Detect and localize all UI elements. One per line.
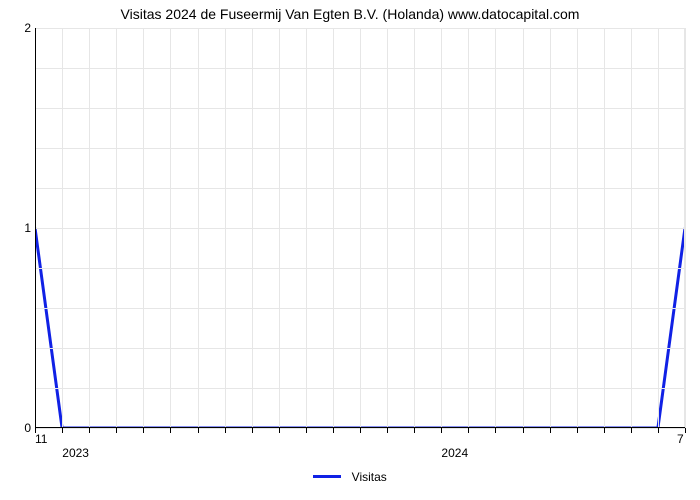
gridline-v bbox=[495, 28, 496, 428]
x-tick-mark bbox=[360, 428, 361, 433]
y-axis bbox=[35, 28, 36, 428]
gridline-v bbox=[170, 28, 171, 428]
gridline-v bbox=[198, 28, 199, 428]
x-tick-mark bbox=[685, 428, 686, 433]
gridline-v bbox=[523, 28, 524, 428]
gridline-v bbox=[62, 28, 63, 428]
x-tick-mark bbox=[577, 428, 578, 433]
x-tick-mark bbox=[658, 428, 659, 433]
gridline-v bbox=[387, 28, 388, 428]
x-tick-mark bbox=[116, 428, 117, 433]
x-corner-right: 7 bbox=[677, 432, 684, 446]
gridline-v bbox=[468, 28, 469, 428]
plot-border-top bbox=[35, 28, 685, 29]
gridline-v bbox=[685, 28, 686, 428]
gridline-v bbox=[116, 28, 117, 428]
plot-area bbox=[35, 28, 685, 428]
x-tick-mark bbox=[631, 428, 632, 433]
x-tick-mark bbox=[523, 428, 524, 433]
x-tick-label: 2023 bbox=[62, 446, 89, 460]
x-tick-mark bbox=[279, 428, 280, 433]
x-tick-mark bbox=[387, 428, 388, 433]
y-tick-label: 0 bbox=[11, 421, 31, 435]
gridline-v bbox=[441, 28, 442, 428]
gridline-v bbox=[658, 28, 659, 428]
x-tick-label: 2024 bbox=[441, 446, 468, 460]
gridline-v bbox=[604, 28, 605, 428]
legend: Visitas bbox=[0, 468, 700, 486]
legend-label: Visitas bbox=[352, 470, 387, 484]
gridline-v bbox=[279, 28, 280, 428]
x-tick-mark bbox=[198, 428, 199, 433]
x-tick-mark bbox=[252, 428, 253, 433]
gridline-v bbox=[225, 28, 226, 428]
x-tick-mark bbox=[225, 428, 226, 433]
chart-title: Visitas 2024 de Fuseermij Van Egten B.V.… bbox=[0, 6, 700, 22]
chart-container: Visitas 2024 de Fuseermij Van Egten B.V.… bbox=[0, 0, 700, 500]
x-tick-mark bbox=[495, 428, 496, 433]
gridline-v bbox=[143, 28, 144, 428]
x-tick-mark bbox=[333, 428, 334, 433]
x-tick-mark bbox=[62, 428, 63, 433]
gridline-v bbox=[360, 28, 361, 428]
x-tick-mark bbox=[604, 428, 605, 433]
gridline-v bbox=[631, 28, 632, 428]
x-tick-mark bbox=[306, 428, 307, 433]
gridline-v bbox=[252, 28, 253, 428]
y-tick-label: 2 bbox=[11, 21, 31, 35]
x-tick-mark bbox=[414, 428, 415, 433]
x-tick-mark bbox=[143, 428, 144, 433]
gridline-v bbox=[333, 28, 334, 428]
legend-swatch bbox=[313, 475, 341, 478]
x-tick-mark bbox=[550, 428, 551, 433]
x-tick-mark bbox=[170, 428, 171, 433]
gridline-v bbox=[577, 28, 578, 428]
x-tick-mark bbox=[441, 428, 442, 433]
y-tick-label: 1 bbox=[11, 221, 31, 235]
gridline-v bbox=[414, 28, 415, 428]
gridline-v bbox=[89, 28, 90, 428]
x-corner-left: 11 bbox=[35, 432, 47, 446]
x-tick-mark bbox=[468, 428, 469, 433]
x-tick-mark bbox=[89, 428, 90, 433]
gridline-v bbox=[306, 28, 307, 428]
plot-border-right bbox=[684, 28, 685, 428]
gridline-v bbox=[550, 28, 551, 428]
